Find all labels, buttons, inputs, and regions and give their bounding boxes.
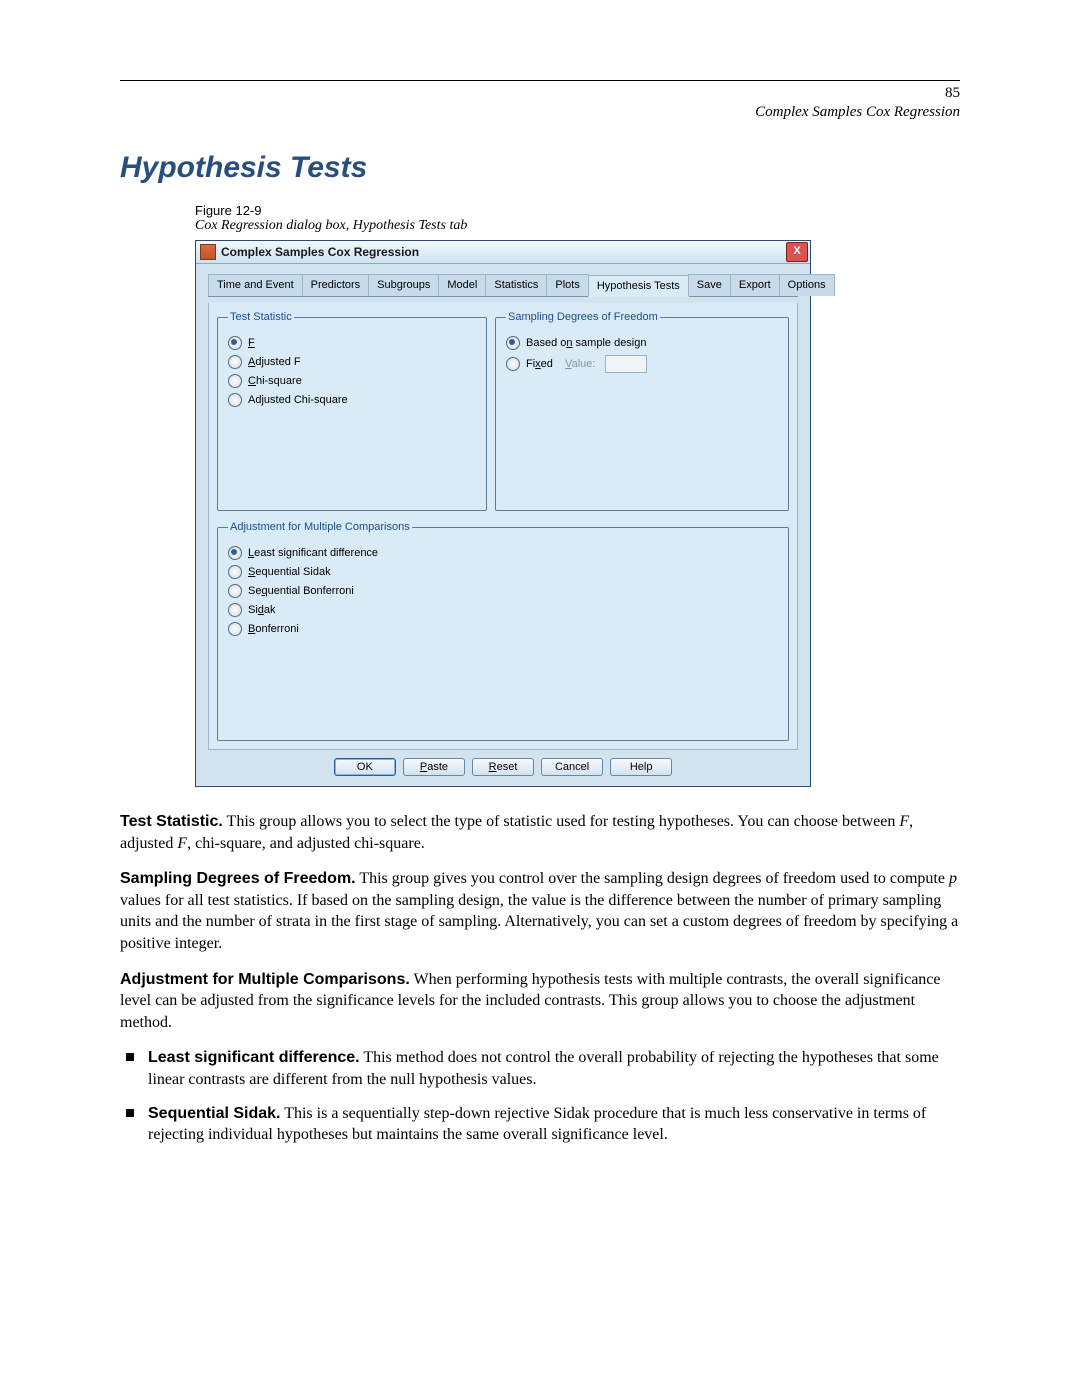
cancel-button[interactable]: Cancel bbox=[541, 758, 603, 776]
legend-adjustment: Adjustment for Multiple Comparisons bbox=[228, 521, 412, 533]
radio-based-on[interactable] bbox=[506, 336, 520, 350]
radio-seq-sidak[interactable] bbox=[228, 565, 242, 579]
group-sampling-dof: Sampling Degrees of Freedom Based on sam… bbox=[495, 311, 789, 511]
dialog-window: Complex Samples Cox Regression X Time an… bbox=[195, 240, 811, 787]
radio-seq-bonf[interactable] bbox=[228, 584, 242, 598]
tab-model[interactable]: Model bbox=[438, 274, 486, 296]
value-input[interactable] bbox=[605, 355, 647, 373]
radio-adjusted-chi-label: Adjusted Chi-square bbox=[248, 394, 348, 406]
lead-lsd: Least significant difference. bbox=[148, 1049, 360, 1066]
radio-fixed-row[interactable]: Fixed Value: bbox=[506, 355, 778, 373]
bullet-list: Least significant difference. This metho… bbox=[120, 1047, 960, 1145]
tab-options[interactable]: Options bbox=[779, 274, 835, 296]
page: 85 Complex Samples Cox Regression Hypoth… bbox=[0, 0, 1080, 1218]
radio-seq-bonf-row[interactable]: Sequential Bonferroni bbox=[228, 584, 778, 598]
dialog-body: Time and Event Predictors Subgroups Mode… bbox=[196, 264, 810, 786]
radio-chi-row[interactable]: Chi-square bbox=[228, 374, 476, 388]
tab-content: Test Statistic F Adjusted F bbox=[208, 303, 798, 750]
radio-sidak-label: Sidak bbox=[248, 604, 276, 616]
tab-statistics[interactable]: Statistics bbox=[485, 274, 547, 296]
radio-f-row[interactable]: F bbox=[228, 336, 476, 350]
button-row: OK Paste Reset Cancel Help bbox=[208, 750, 798, 778]
figure-label: Figure 12-9 bbox=[195, 203, 960, 218]
para-test-statistic: Test Statistic. This group allows you to… bbox=[120, 811, 960, 854]
ok-button[interactable]: OK bbox=[334, 758, 396, 776]
radio-chi-square[interactable] bbox=[228, 374, 242, 388]
radio-sidak-row[interactable]: Sidak bbox=[228, 603, 778, 617]
radio-seq-sidak-label: Sequential Sidak bbox=[248, 566, 331, 578]
tab-time-event[interactable]: Time and Event bbox=[208, 274, 303, 296]
legend-test-statistic: Test Statistic bbox=[228, 311, 294, 323]
tab-export[interactable]: Export bbox=[730, 274, 780, 296]
body-text: Test Statistic. This group allows you to… bbox=[120, 811, 960, 1146]
radio-adjusted-f-label: Adjusted F bbox=[248, 356, 301, 368]
radio-chi-square-label: Chi-square bbox=[248, 375, 302, 387]
app-icon bbox=[200, 244, 216, 260]
tab-hypothesis[interactable]: Hypothesis Tests bbox=[588, 275, 689, 297]
radio-fixed[interactable] bbox=[506, 357, 520, 371]
radio-adjusted-f[interactable] bbox=[228, 355, 242, 369]
para-adjustment: Adjustment for Multiple Comparisons. Whe… bbox=[120, 969, 960, 1034]
titlebar: Complex Samples Cox Regression X bbox=[196, 241, 810, 264]
radio-f-label: F bbox=[248, 337, 255, 349]
radio-adjf-row[interactable]: Adjusted F bbox=[228, 355, 476, 369]
radio-adjusted-chi[interactable] bbox=[228, 393, 242, 407]
section-title: Hypothesis Tests bbox=[120, 151, 960, 185]
help-button[interactable]: Help bbox=[610, 758, 672, 776]
radio-based-on-row[interactable]: Based on sample design bbox=[506, 336, 778, 350]
radio-seq-sidak-row[interactable]: Sequential Sidak bbox=[228, 565, 778, 579]
lead-sampling-dof: Sampling Degrees of Freedom. bbox=[120, 870, 356, 887]
radio-lsd-label: Least significant difference bbox=[248, 547, 378, 559]
close-icon[interactable]: X bbox=[786, 242, 808, 262]
radio-f[interactable] bbox=[228, 336, 242, 350]
value-label: Value: bbox=[559, 358, 596, 370]
radio-sidak[interactable] bbox=[228, 603, 242, 617]
group-adjustment: Adjustment for Multiple Comparisons Leas… bbox=[217, 521, 789, 741]
bullet-seq-sidak: Sequential Sidak. This is a sequentially… bbox=[120, 1103, 960, 1146]
group-test-statistic: Test Statistic F Adjusted F bbox=[217, 311, 487, 511]
paste-button[interactable]: Paste bbox=[403, 758, 465, 776]
radio-bonferroni-label: Bonferroni bbox=[248, 623, 299, 635]
tab-predictors[interactable]: Predictors bbox=[302, 274, 370, 296]
running-head: Complex Samples Cox Regression bbox=[120, 104, 960, 121]
header-rule bbox=[120, 80, 960, 81]
lead-adjustment: Adjustment for Multiple Comparisons. bbox=[120, 971, 410, 988]
page-number: 85 bbox=[120, 85, 960, 102]
radio-fixed-label: Fixed bbox=[526, 358, 553, 370]
tab-plots[interactable]: Plots bbox=[546, 274, 588, 296]
figure-block: Figure 12-9 Cox Regression dialog box, H… bbox=[195, 203, 960, 787]
legend-sampling-dof: Sampling Degrees of Freedom bbox=[506, 311, 660, 323]
bullet-lsd: Least significant difference. This metho… bbox=[120, 1047, 960, 1090]
dialog-title: Complex Samples Cox Regression bbox=[221, 245, 786, 259]
reset-button[interactable]: Reset bbox=[472, 758, 534, 776]
radio-seq-bonf-label: Sequential Bonferroni bbox=[248, 585, 354, 597]
text-test-statistic: This group allows you to select the type… bbox=[120, 813, 913, 852]
radio-lsd-row[interactable]: Least significant difference bbox=[228, 546, 778, 560]
radio-bonferroni[interactable] bbox=[228, 622, 242, 636]
tab-subgroups[interactable]: Subgroups bbox=[368, 274, 439, 296]
radio-bonf-row[interactable]: Bonferroni bbox=[228, 622, 778, 636]
tab-strip: Time and Event Predictors Subgroups Mode… bbox=[208, 274, 798, 297]
figure-caption: Cox Regression dialog box, Hypothesis Te… bbox=[195, 218, 960, 234]
radio-adjchi-row[interactable]: Adjusted Chi-square bbox=[228, 393, 476, 407]
para-sampling-dof: Sampling Degrees of Freedom. This group … bbox=[120, 868, 960, 954]
radio-based-on-label: Based on sample design bbox=[526, 337, 647, 349]
radio-lsd[interactable] bbox=[228, 546, 242, 560]
tab-save[interactable]: Save bbox=[688, 274, 731, 296]
lead-seq-sidak: Sequential Sidak. bbox=[148, 1105, 280, 1122]
lead-test-statistic: Test Statistic. bbox=[120, 813, 223, 830]
